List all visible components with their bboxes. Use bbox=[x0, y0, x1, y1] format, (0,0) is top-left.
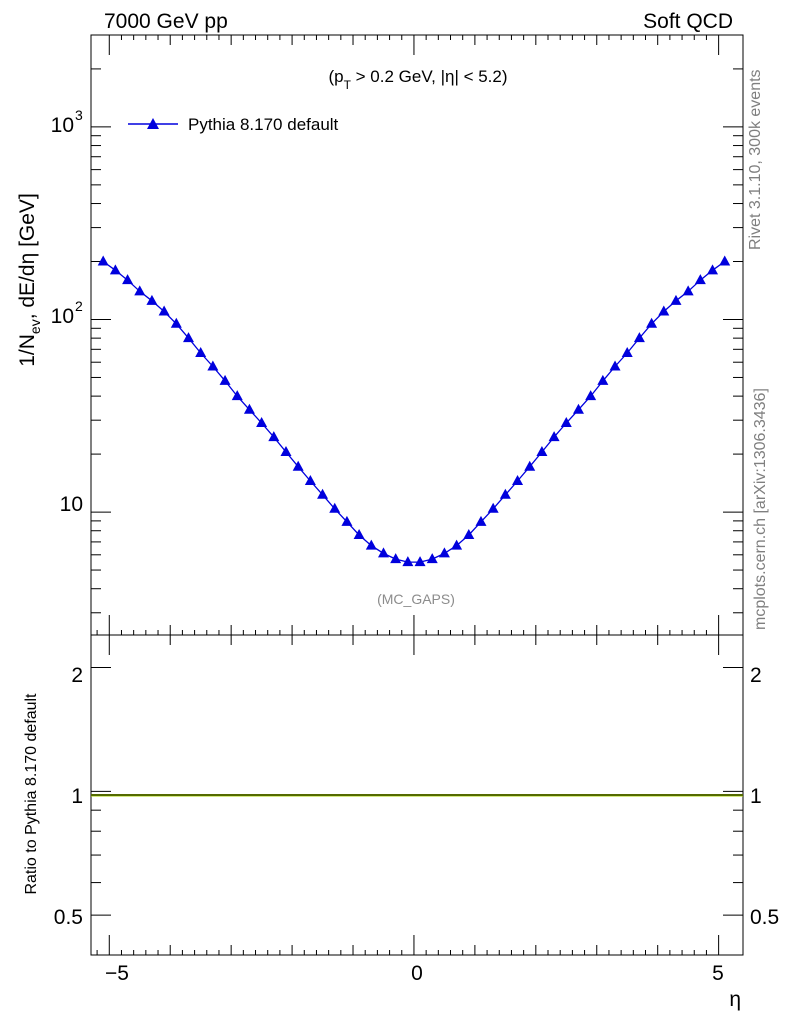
data-point-marker bbox=[353, 529, 365, 540]
ratio-ytick-right-2: 2 bbox=[750, 664, 762, 687]
data-point-marker bbox=[560, 417, 572, 428]
data-point-marker bbox=[317, 488, 329, 499]
data-point-marker bbox=[451, 539, 463, 550]
data-point-marker bbox=[207, 360, 219, 371]
series-line bbox=[102, 260, 726, 563]
data-point-marker bbox=[597, 374, 609, 385]
data-point-marker bbox=[658, 305, 670, 316]
ratio-ytick-left-1: 1 bbox=[71, 785, 83, 808]
data-point-marker bbox=[195, 346, 207, 357]
xtick-label-5: 5 bbox=[712, 962, 724, 985]
ytick-label-10: 10 bbox=[60, 493, 83, 516]
main-y-ticks bbox=[91, 34, 743, 614]
data-point-marker bbox=[304, 474, 316, 485]
data-point-marker bbox=[402, 556, 414, 567]
data-point-marker bbox=[621, 346, 633, 357]
data-point-marker bbox=[646, 317, 658, 328]
data-point-marker bbox=[682, 285, 694, 296]
cut-annotation: (pT > 0.2 GeV, |η| < 5.2) bbox=[328, 67, 507, 92]
header-left: 7000 GeV pp bbox=[104, 10, 228, 33]
legend-marker-triangle bbox=[147, 118, 159, 129]
data-point-marker bbox=[463, 529, 475, 540]
x-ticks bbox=[96, 35, 720, 955]
data-point-marker bbox=[548, 431, 560, 442]
header-right: Soft QCD bbox=[643, 10, 733, 33]
data-point-marker bbox=[365, 539, 377, 550]
rivet-label: Rivet 3.1.10, 300k events bbox=[747, 69, 764, 250]
data-point-marker bbox=[146, 294, 158, 305]
x-axis-label: η bbox=[729, 988, 741, 1011]
data-point-marker bbox=[122, 274, 134, 285]
data-point-marker bbox=[487, 502, 499, 513]
data-point-marker bbox=[134, 285, 146, 296]
ratio-ytick-right-1: 1 bbox=[750, 785, 762, 808]
data-point-marker bbox=[292, 460, 304, 471]
ytick-label-1000-exp: 3 bbox=[75, 107, 83, 123]
main-y-axis-label: 1/Nev, dE/dη [GeV] bbox=[16, 193, 43, 367]
data-point-marker bbox=[170, 317, 182, 328]
data-point-marker bbox=[182, 332, 194, 343]
data-point-marker bbox=[243, 403, 255, 414]
data-point-marker bbox=[109, 264, 121, 275]
ratio-ytick-right-0.5: 0.5 bbox=[750, 906, 779, 929]
data-point-marker bbox=[633, 332, 645, 343]
data-point-marker bbox=[231, 390, 243, 401]
data-point-marker bbox=[268, 431, 280, 442]
data-point-marker bbox=[707, 264, 719, 275]
data-point-marker bbox=[572, 403, 584, 414]
legend-label: Pythia 8.170 default bbox=[188, 115, 339, 134]
ratio-y-axis-label: Ratio to Pythia 8.170 default bbox=[23, 693, 40, 895]
ratio-y-ticks bbox=[91, 667, 743, 956]
data-point-marker bbox=[280, 446, 292, 457]
data-point-marker bbox=[475, 515, 487, 526]
data-point-marker bbox=[97, 255, 109, 266]
data-point-marker bbox=[426, 553, 438, 564]
data-point-marker bbox=[329, 502, 341, 513]
data-point-marker bbox=[719, 255, 731, 266]
data-point-marker bbox=[414, 556, 426, 567]
ytick-label-100: 10 bbox=[51, 305, 74, 328]
ytick-label-100-exp: 2 bbox=[75, 298, 83, 314]
data-point-marker bbox=[512, 474, 524, 485]
ytick-label-1000: 10 bbox=[51, 114, 74, 137]
data-point-marker bbox=[390, 553, 402, 564]
data-point-marker bbox=[256, 417, 268, 428]
series-markers bbox=[97, 255, 731, 567]
ratio-ytick-left-0.5: 0.5 bbox=[54, 906, 83, 929]
data-point-marker bbox=[499, 488, 511, 499]
data-point-marker bbox=[438, 547, 450, 558]
data-point-marker bbox=[219, 374, 231, 385]
data-point-marker bbox=[377, 547, 389, 558]
ratio-ytick-left-2: 2 bbox=[71, 664, 83, 687]
analysis-tag: (MC_GAPS) bbox=[377, 591, 455, 607]
data-point-marker bbox=[670, 294, 682, 305]
data-point-marker bbox=[694, 274, 706, 285]
xtick-label-0: 0 bbox=[411, 962, 423, 985]
source-label: mcplots.cern.ch [arXiv:1306.3436] bbox=[752, 388, 769, 630]
xtick-label-minus5: −5 bbox=[105, 962, 129, 985]
data-point-marker bbox=[341, 515, 353, 526]
data-point-marker bbox=[609, 360, 621, 371]
data-point-marker bbox=[536, 446, 548, 457]
data-point-marker bbox=[585, 390, 597, 401]
data-point-marker bbox=[158, 305, 170, 316]
data-point-marker bbox=[524, 460, 536, 471]
